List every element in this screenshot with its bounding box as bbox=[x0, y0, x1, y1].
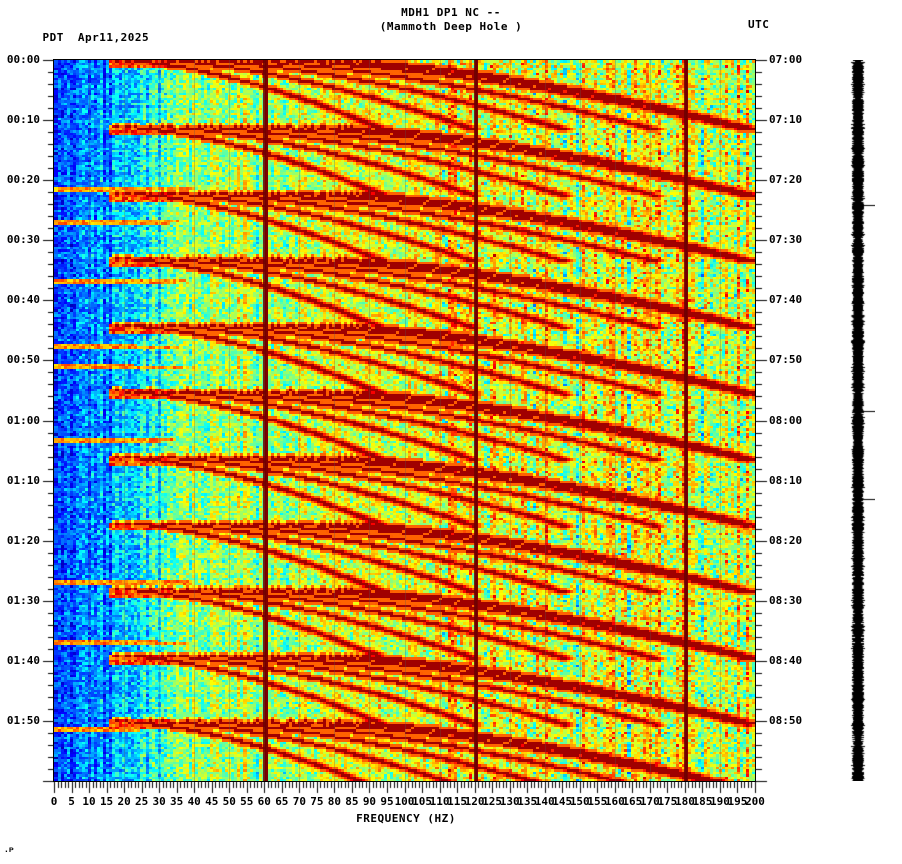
left-time-tick-label: 01:50 bbox=[6, 713, 40, 727]
right-time-tick-label: 07:00 bbox=[769, 53, 803, 66]
left-time-tick-label: 01:40 bbox=[6, 653, 40, 667]
right-time-tick-label: 08:50 bbox=[769, 713, 803, 727]
frequency-tick-label: 130 bbox=[499, 795, 520, 808]
left-time-tick-label: 01:30 bbox=[6, 593, 40, 607]
frequency-tick-label: 115 bbox=[447, 795, 467, 808]
right-time-tick-label: 07:50 bbox=[769, 353, 803, 367]
left-time-tick-label: 00:10 bbox=[6, 113, 40, 127]
right-time-tick-label: 08:20 bbox=[769, 533, 803, 547]
frequency-tick-label: 170 bbox=[639, 795, 660, 808]
right-time-tick-label: 08:30 bbox=[769, 593, 803, 607]
station-code-title: MDH1 DP1 NC -- bbox=[401, 6, 501, 19]
right-time-tick-label: 07:20 bbox=[769, 173, 803, 187]
right-time-tick-label: 08:00 bbox=[769, 413, 803, 427]
frequency-tick-label: 185 bbox=[692, 795, 713, 808]
frequency-tick-label: 150 bbox=[569, 795, 590, 808]
frequency-tick-label: 35 bbox=[170, 795, 184, 808]
frequency-axis-ticks bbox=[0, 781, 902, 805]
frequency-tick-label: 125 bbox=[482, 795, 503, 808]
left-time-tick-label: 01:10 bbox=[6, 473, 40, 487]
frequency-tick-label: 195 bbox=[727, 795, 748, 808]
frequency-tick-label: 100 bbox=[394, 795, 415, 808]
frequency-tick-label: 10 bbox=[82, 795, 96, 808]
frequency-tick-label: 85 bbox=[345, 795, 359, 808]
timezone-right-label: UTC bbox=[748, 18, 770, 31]
left-time-tick-label: 01:00 bbox=[6, 413, 40, 427]
frequency-tick-label: 55 bbox=[240, 795, 254, 808]
frequency-tick-label: 190 bbox=[710, 795, 730, 808]
frequency-tick-label: 75 bbox=[310, 795, 324, 808]
station-name-subtitle: (Mammoth Deep Hole ) bbox=[379, 20, 523, 33]
spectrogram-plot-area[interactable] bbox=[53, 59, 756, 782]
frequency-tick-label: 120 bbox=[464, 795, 485, 808]
right-time-tick-label: 07:30 bbox=[769, 233, 803, 247]
frequency-tick-label: 5 bbox=[68, 795, 75, 808]
frequency-tick-label: 30 bbox=[152, 795, 166, 808]
frequency-tick-label: 45 bbox=[205, 795, 219, 808]
frequency-tick-label: 50 bbox=[222, 795, 236, 808]
frequency-tick-label: 175 bbox=[657, 795, 678, 808]
left-time-tick-label: 00:00 bbox=[6, 53, 40, 66]
frequency-tick-label: 80 bbox=[327, 795, 342, 808]
frequency-tick-label: 90 bbox=[362, 795, 377, 808]
frequency-tick-label: 70 bbox=[292, 795, 306, 808]
corner-artifact-mark: .ᴘ bbox=[4, 845, 14, 854]
frequency-tick-label: 25 bbox=[135, 795, 149, 808]
header-title-block: MDH1 DP1 NC -- (Mammoth Deep Hole ) bbox=[0, 6, 902, 34]
frequency-tick-label: 15 bbox=[99, 795, 114, 808]
frequency-tick-label: 65 bbox=[275, 795, 289, 808]
left-time-tick-label: 00:20 bbox=[6, 173, 40, 187]
frequency-tick-label: 200 bbox=[745, 795, 765, 808]
right-time-tick-label: 07:10 bbox=[769, 113, 803, 127]
left-time-tick-label: 00:50 bbox=[6, 353, 40, 367]
right-time-tick-label: 07:40 bbox=[769, 293, 803, 307]
left-time-tick-label: 00:30 bbox=[6, 233, 40, 247]
frequency-tick-label: 110 bbox=[429, 795, 450, 808]
frequency-tick-label: 135 bbox=[517, 795, 538, 808]
amplitude-trace-strip bbox=[845, 60, 875, 781]
right-time-axis-ticks bbox=[756, 50, 810, 795]
frequency-tick-label: 20 bbox=[117, 795, 131, 808]
left-time-axis-ticks bbox=[0, 50, 54, 795]
frequency-axis-title-text: FREQUENCY (HZ) bbox=[356, 812, 456, 825]
timezone-left-label: PDT bbox=[42, 31, 64, 44]
date-label: Apr11,2025 bbox=[77, 31, 150, 44]
frequency-axis-title: FREQUENCY (HZ) bbox=[0, 812, 902, 825]
right-time-tick-label: 08:40 bbox=[769, 653, 803, 667]
frequency-tick-label: 0 bbox=[50, 795, 58, 808]
left-time-tick-label: 01:20 bbox=[6, 533, 40, 547]
frequency-tick-label: 95 bbox=[380, 795, 394, 808]
frequency-tick-label: 60 bbox=[257, 795, 271, 808]
frequency-tick-label: 145 bbox=[552, 795, 573, 808]
left-time-tick-label: 00:40 bbox=[6, 293, 40, 307]
spectrogram-image[interactable] bbox=[54, 60, 755, 781]
frequency-tick-label: 180 bbox=[674, 795, 695, 808]
header-left-block: PDT Apr11,2025 bbox=[14, 18, 149, 57]
frequency-tick-label: 40 bbox=[187, 795, 201, 808]
frequency-tick-label: 140 bbox=[534, 795, 555, 808]
frequency-tick-label: 160 bbox=[604, 795, 625, 808]
frequency-tick-label: 165 bbox=[622, 795, 643, 808]
right-time-tick-label: 08:10 bbox=[769, 473, 803, 487]
frequency-tick-label: 105 bbox=[412, 795, 432, 808]
frequency-tick-label: 155 bbox=[587, 795, 608, 808]
